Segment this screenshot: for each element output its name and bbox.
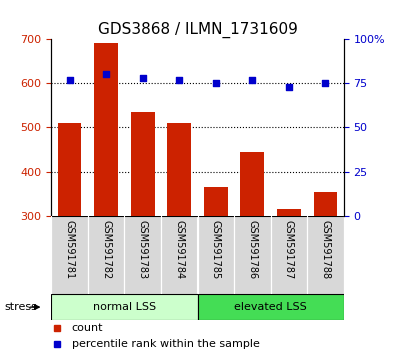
Bar [307,216,344,294]
Bar [124,216,161,294]
Text: GSM591781: GSM591781 [65,220,75,279]
Bar [204,187,228,216]
Bar [51,216,88,294]
Bar [314,192,337,216]
Text: count: count [72,323,103,333]
Text: GSM591785: GSM591785 [211,220,221,279]
Text: GSM591788: GSM591788 [320,220,330,279]
Point [249,77,256,82]
Point [139,75,146,81]
Bar [88,216,124,294]
Text: elevated LSS: elevated LSS [234,302,307,312]
Bar [198,294,344,320]
Point [213,80,219,86]
Bar [234,216,271,294]
Bar [198,216,234,294]
Text: GSM591786: GSM591786 [247,220,257,279]
Point [66,77,73,82]
Text: GSM591783: GSM591783 [138,220,148,279]
Bar [167,123,191,216]
Text: GSM591784: GSM591784 [174,220,184,279]
Point [103,72,109,77]
Bar [161,216,198,294]
Bar [58,123,81,216]
Bar [131,112,154,216]
Point [176,77,182,82]
Text: GSM591782: GSM591782 [101,220,111,279]
Text: percentile rank within the sample: percentile rank within the sample [72,339,260,349]
Text: normal LSS: normal LSS [93,302,156,312]
Bar [241,152,264,216]
Bar [271,216,307,294]
Text: stress: stress [4,302,37,312]
Bar [277,209,301,216]
Bar [51,294,198,320]
Title: GDS3868 / ILMN_1731609: GDS3868 / ILMN_1731609 [98,21,297,38]
Point [286,84,292,90]
Point [322,80,329,86]
Text: GSM591787: GSM591787 [284,220,294,279]
Bar [94,44,118,216]
